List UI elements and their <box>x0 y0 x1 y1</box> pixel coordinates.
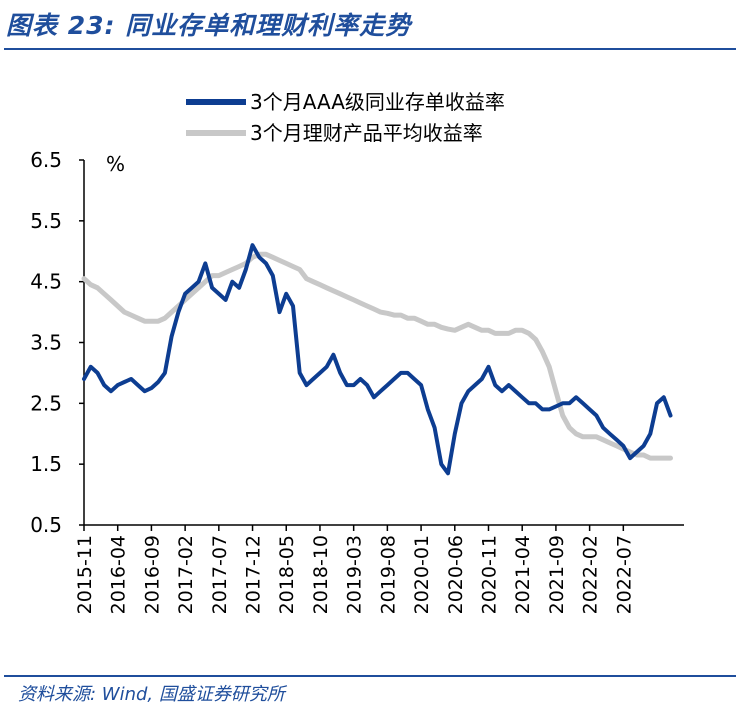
y-tick-label: 4.5 <box>30 270 62 294</box>
legend-label-series-1: 3个月理财产品平均收益率 <box>250 121 483 145</box>
axes <box>79 159 684 531</box>
x-tick-label: 2017-12 <box>243 535 265 614</box>
x-tick-label: 2020-01 <box>411 535 433 614</box>
x-tick-label: 2020-11 <box>478 535 500 614</box>
x-tick-label: 2017-07 <box>209 535 231 614</box>
x-tick-label: 2016-09 <box>141 535 163 614</box>
series-lines <box>81 243 673 476</box>
y-tick-label: 3.5 <box>30 331 62 355</box>
y-tick-label: 5.5 <box>30 209 62 233</box>
x-tick-label: 2019-03 <box>344 535 366 614</box>
y-axis-labels: 6.5 5.5 4.5 3.5 2.5 1.5 0.5 <box>30 148 62 537</box>
y-unit-label: % <box>106 152 125 176</box>
line-chart: 3个月AAA级同业存单收益率 3个月理财产品平均收益率 % 6.5 5.5 4.5 3… <box>30 90 684 614</box>
x-tick-label: 2021-09 <box>546 535 568 614</box>
source-note: 资料来源: Wind, 国盛证券研究所 <box>18 684 285 705</box>
x-tick-label: 2021-04 <box>512 535 534 614</box>
y-tick-label: 0.5 <box>30 513 62 537</box>
title-divider <box>4 48 736 50</box>
legend: 3个月AAA级同业存单收益率 3个月理财产品平均收益率 <box>186 90 505 145</box>
x-tick-label: 2019-08 <box>377 535 399 614</box>
x-tick-label: 2018-05 <box>276 535 298 614</box>
y-tick-label: 2.5 <box>30 391 62 415</box>
x-tick-label: 2020-06 <box>445 535 467 614</box>
footer-divider <box>4 675 736 677</box>
y-tick-label: 1.5 <box>30 452 62 476</box>
x-tick-label: 2016-04 <box>108 535 130 614</box>
x-tick-label: 2022-02 <box>580 535 602 614</box>
x-tick-label: 2015-11 <box>74 535 96 614</box>
x-tick-label: 2022-07 <box>613 535 635 614</box>
chart-title: 图表 23: 同业存单和理财利率走势 <box>6 11 412 40</box>
x-tick-label: 2018-10 <box>310 535 332 614</box>
legend-label-series-0: 3个月AAA级同业存单收益率 <box>250 90 505 114</box>
series-line-0 <box>82 243 673 476</box>
x-axis-labels: 2015-11 2016-04 2016-09 2017-02 2017-07 2017-… <box>74 535 635 614</box>
series-line-1 <box>81 251 673 461</box>
x-tick-label: 2017-02 <box>175 535 197 614</box>
y-tick-label: 6.5 <box>30 148 62 172</box>
